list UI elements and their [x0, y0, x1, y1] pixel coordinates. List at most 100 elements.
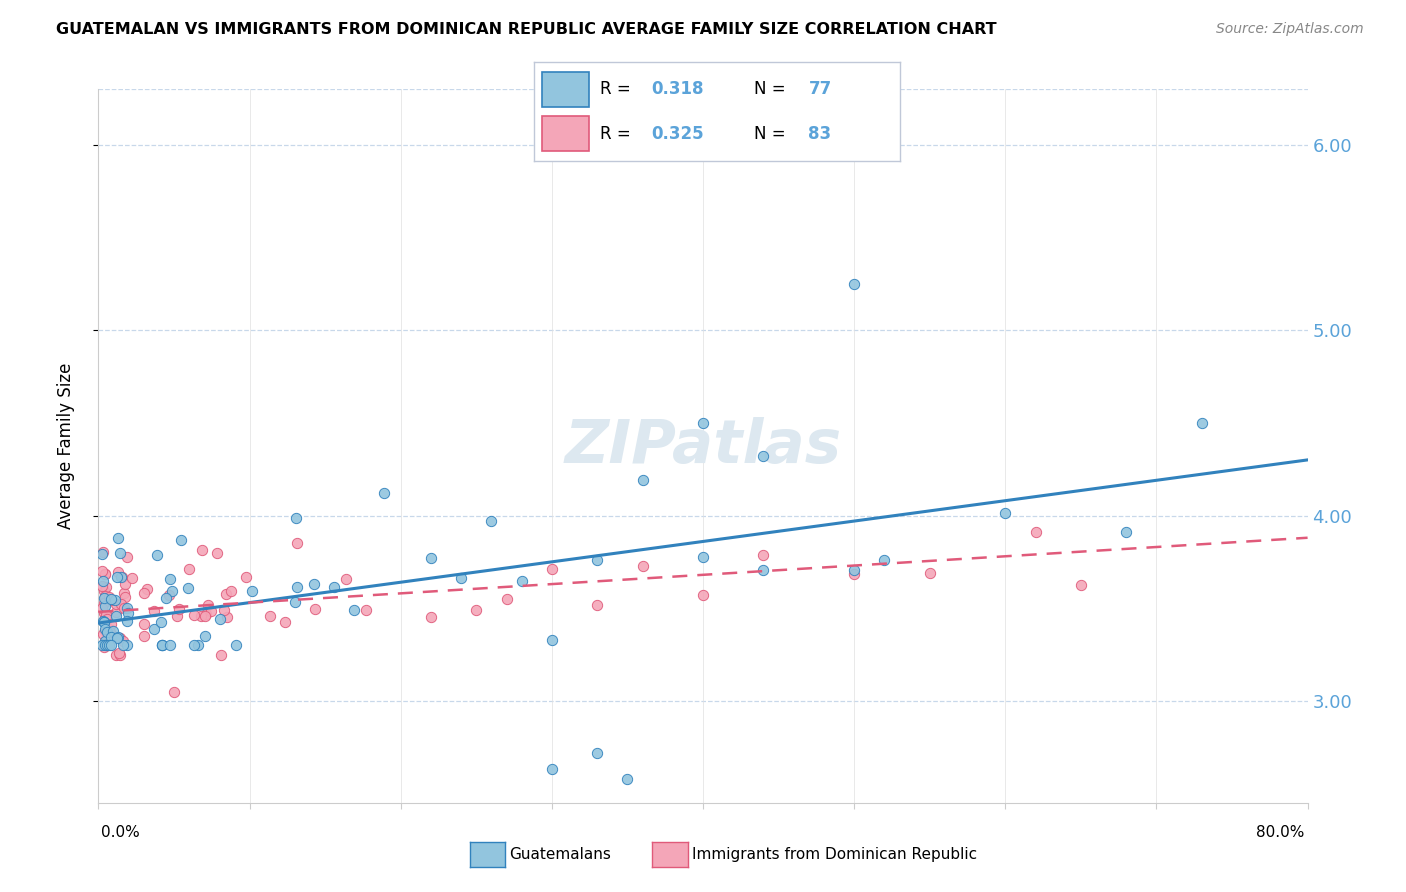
Point — [100, 591, 122, 606]
Point — [142, 604, 165, 618]
Point — [105, 570, 128, 584]
Point — [93, 638, 115, 652]
Point — [285, 580, 308, 594]
Point — [157, 588, 180, 602]
Point — [873, 553, 896, 567]
Point — [93, 615, 115, 630]
Point — [112, 586, 135, 600]
Point — [96, 612, 118, 626]
Point — [93, 583, 115, 598]
Point — [111, 638, 134, 652]
Point — [108, 648, 131, 662]
Point — [104, 597, 127, 611]
Point — [117, 550, 139, 565]
Point — [100, 593, 122, 607]
Point — [94, 638, 117, 652]
Point — [302, 576, 325, 591]
Point — [918, 566, 941, 580]
Point — [215, 587, 238, 601]
Point — [132, 586, 155, 600]
Point — [90, 564, 112, 578]
Text: 0.325: 0.325 — [651, 125, 704, 143]
Point — [510, 574, 533, 588]
Point — [94, 566, 117, 581]
Point — [91, 626, 114, 640]
Point — [160, 584, 183, 599]
Point — [93, 611, 115, 625]
Point — [104, 593, 127, 607]
Point — [183, 608, 205, 623]
Point — [112, 600, 135, 615]
Point — [100, 616, 122, 631]
Point — [844, 563, 866, 577]
Point — [98, 625, 121, 640]
Point — [104, 605, 127, 619]
Point — [200, 604, 222, 618]
Point — [450, 571, 472, 585]
Point — [631, 473, 654, 487]
Point — [101, 624, 124, 638]
Point — [146, 549, 169, 563]
Point — [142, 622, 165, 636]
Point — [121, 571, 143, 585]
Point — [465, 603, 488, 617]
Point — [209, 648, 232, 662]
Point — [259, 608, 281, 623]
Text: N =: N = — [754, 80, 790, 98]
Point — [844, 567, 866, 582]
Point — [323, 580, 346, 594]
Bar — [541, 72, 589, 107]
Point — [190, 608, 212, 623]
Point — [98, 590, 121, 604]
Point — [692, 550, 714, 565]
Point — [108, 546, 131, 560]
Point — [93, 606, 115, 620]
Point — [540, 632, 562, 647]
Point — [994, 506, 1017, 520]
Point — [274, 615, 297, 629]
Text: 77: 77 — [808, 80, 832, 98]
Point — [752, 563, 775, 577]
Point — [105, 631, 128, 645]
Point — [586, 553, 609, 567]
Text: N =: N = — [754, 125, 790, 143]
Point — [100, 638, 122, 652]
Point — [96, 625, 118, 640]
Point — [94, 633, 117, 648]
Point — [114, 576, 136, 591]
Point — [212, 603, 235, 617]
Text: R =: R = — [600, 125, 636, 143]
Point — [114, 590, 136, 604]
Text: R =: R = — [600, 80, 636, 98]
Point — [208, 612, 231, 626]
Point — [94, 589, 117, 603]
Point — [169, 533, 191, 547]
Point — [631, 558, 654, 573]
Point — [235, 570, 257, 584]
Point — [343, 603, 366, 617]
Point — [194, 629, 217, 643]
Point — [1115, 525, 1137, 540]
Point — [93, 599, 115, 613]
Point — [692, 416, 714, 430]
Point — [94, 581, 117, 595]
Point — [132, 629, 155, 643]
Text: Source: ZipAtlas.com: Source: ZipAtlas.com — [1216, 22, 1364, 37]
Point — [108, 646, 131, 660]
Point — [111, 570, 134, 584]
Text: 0.318: 0.318 — [651, 80, 704, 98]
Text: Immigrants from Dominican Republic: Immigrants from Dominican Republic — [692, 847, 977, 862]
Text: GUATEMALAN VS IMMIGRANTS FROM DOMINICAN REPUBLIC AVERAGE FAMILY SIZE CORRELATION: GUATEMALAN VS IMMIGRANTS FROM DOMINICAN … — [56, 22, 997, 37]
Point — [115, 601, 138, 615]
Point — [219, 584, 242, 599]
Point — [191, 542, 214, 557]
Point — [105, 608, 128, 623]
Point — [177, 562, 200, 576]
Point — [205, 546, 228, 560]
Point — [91, 579, 114, 593]
Point — [105, 648, 128, 662]
Point — [110, 570, 132, 584]
Point — [94, 624, 117, 639]
Point — [149, 615, 172, 629]
Point — [90, 638, 112, 652]
